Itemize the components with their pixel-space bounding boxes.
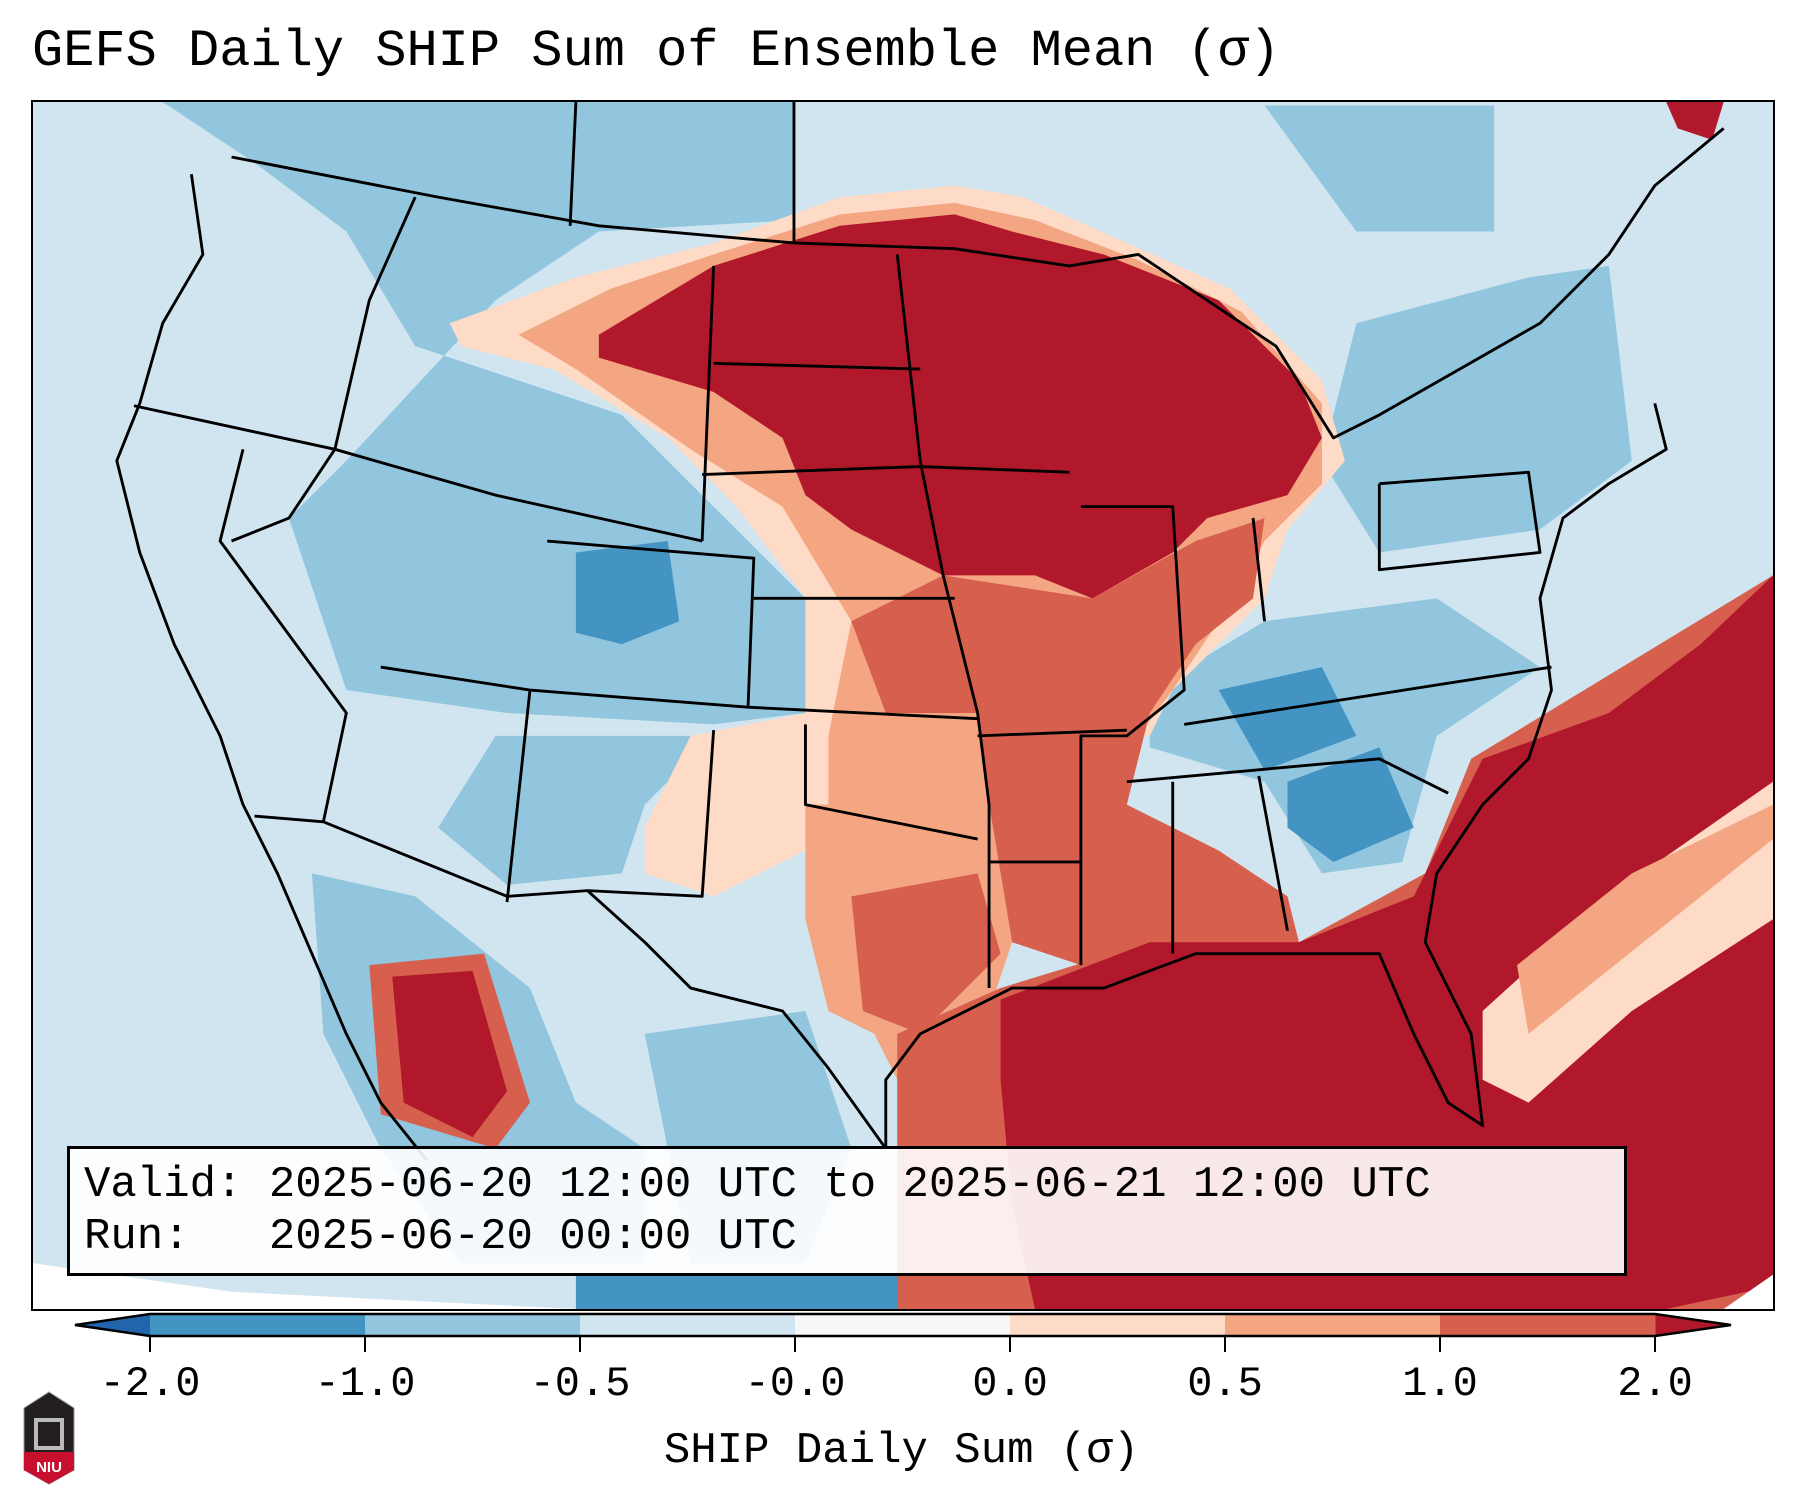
colorbar-tick-mark <box>1654 1336 1656 1352</box>
colorbar-bin <box>795 1314 1011 1336</box>
valid-time-text: Valid: 2025-06-20 12:00 UTC to 2025-06-2… <box>84 1160 1431 1210</box>
map-title: GEFS Daily SHIP Sum of Ensemble Mean (σ) <box>32 22 1281 81</box>
colorbar-bin <box>365 1314 581 1336</box>
state-line <box>231 196 417 543</box>
state-line <box>218 448 348 823</box>
colorbar-tick-label: 0.0 <box>972 1360 1048 1408</box>
state-line <box>1126 757 1449 795</box>
gulf-coast <box>884 403 1668 1149</box>
colorbar-tick-label: -2.0 <box>99 1360 201 1408</box>
strong-negative-regions <box>575 541 1773 1309</box>
colorbar-tick-label: 1.0 <box>1402 1360 1478 1408</box>
colorbar-tick-mark <box>149 1336 151 1352</box>
projection-edge <box>1723 1274 1773 1309</box>
coastline <box>115 174 428 1161</box>
niu-logo: NIU <box>23 1391 75 1485</box>
colorbar-tick-label: -0.0 <box>744 1360 846 1408</box>
colorbar-tick-mark <box>1009 1336 1011 1352</box>
colorbar-tick-mark <box>579 1336 581 1352</box>
state-line <box>133 404 703 543</box>
colorbar-bin <box>580 1314 796 1336</box>
state-line <box>700 265 716 542</box>
us-canada-border <box>231 127 1725 440</box>
colorbar-bin <box>150 1314 366 1336</box>
boundary-lines <box>115 102 1725 1161</box>
positive-regions <box>369 102 1773 1309</box>
svg-text:NIU: NIU <box>36 1459 62 1476</box>
state-line <box>713 361 921 371</box>
colorbar-tick-mark <box>364 1336 366 1352</box>
state-line <box>895 254 991 989</box>
map-panel <box>31 100 1775 1311</box>
state-line <box>702 465 1070 476</box>
colorbar-bin <box>1440 1314 1656 1336</box>
state-line <box>1079 505 1186 966</box>
colorbar-under-extend <box>75 1314 150 1336</box>
colorbar-bin <box>1010 1314 1226 1336</box>
colorbar <box>74 1312 1732 1338</box>
state-line <box>547 539 756 708</box>
colorbar-tick-label: -0.5 <box>529 1360 631 1408</box>
colorbar-tick-mark <box>794 1336 796 1352</box>
state-line <box>1257 775 1289 931</box>
state-line <box>1183 665 1552 726</box>
state-line <box>568 102 578 226</box>
state-line <box>380 665 978 721</box>
colorbar-over-extend <box>1655 1314 1731 1336</box>
colorbar-bin <box>1225 1314 1441 1336</box>
run-time-text: Run: 2025-06-20 00:00 UTC <box>84 1212 797 1262</box>
state-line <box>505 689 532 903</box>
us-mexico-border <box>254 814 887 1150</box>
projection-edge <box>33 1263 576 1309</box>
colorbar-tick-label: 2.0 <box>1617 1360 1693 1408</box>
state-line <box>587 730 716 898</box>
colorbar-tick-mark <box>1224 1336 1226 1352</box>
valid-run-info-box: Valid: 2025-06-20 12:00 UTC to 2025-06-2… <box>67 1146 1627 1276</box>
colorbar-label: SHIP Daily Sum (σ) <box>663 1426 1140 1476</box>
colorbar-tick-label: -1.0 <box>314 1360 416 1408</box>
ship-anomaly-map <box>33 102 1773 1309</box>
state-line <box>804 724 978 841</box>
colorbar-tick-label: 0.5 <box>1187 1360 1263 1408</box>
state-line <box>1251 517 1266 622</box>
state-line <box>1377 470 1542 572</box>
state-line <box>977 728 1127 738</box>
colorbar-tick-mark <box>1439 1336 1441 1352</box>
